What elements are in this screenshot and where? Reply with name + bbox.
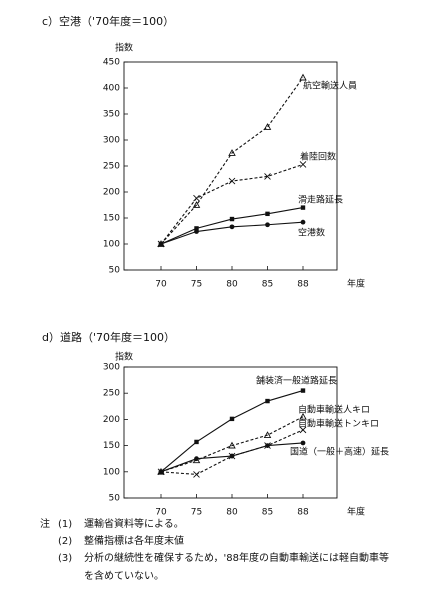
marker: [192, 201, 201, 208]
marker: [229, 216, 235, 222]
marker: [265, 211, 270, 217]
x-axis-label: 年度: [347, 278, 365, 290]
chart-title: d）道路（'70年度＝100）: [42, 330, 175, 344]
marker: [158, 241, 164, 247]
note-text: 運輸省資料等による。: [84, 517, 184, 530]
marker: [299, 412, 307, 420]
marker: [299, 73, 307, 81]
marker: [229, 453, 235, 459]
marker: [193, 471, 200, 478]
y-tick-label: 300: [103, 363, 120, 373]
y-tick-label: 250: [103, 389, 120, 399]
note-text: 分析の継続性を確保するため，'88年度の自動車輸送には軽自動車等: [84, 551, 389, 564]
series-label: 舗装済一般道路延長: [256, 375, 337, 387]
y-tick-label: 300: [103, 136, 120, 146]
note-text: を含めていない。: [84, 569, 164, 582]
plot-frame: [123, 366, 338, 499]
series-label: 航空輸送人員: [303, 80, 357, 92]
y-tick-label: 150: [103, 441, 120, 451]
marker: [265, 443, 270, 448]
marker: [265, 222, 270, 228]
marker: [229, 416, 235, 422]
y-tick-label: 200: [103, 415, 120, 425]
series-line: [160, 416, 304, 473]
marker: [263, 431, 272, 438]
y-tick-label: 200: [103, 188, 120, 198]
y-tick-label: 100: [103, 467, 120, 477]
series-line: [160, 77, 304, 245]
series-label: 国道（一般＋高速）延長: [290, 446, 389, 458]
marker: [300, 440, 306, 446]
marker: [300, 388, 306, 393]
marker: [194, 456, 199, 462]
x-tick-label: 85: [262, 280, 273, 290]
x-tick-label: 75: [191, 280, 202, 290]
x-tick-label: 88: [297, 508, 309, 518]
y-tick-label: 50: [109, 266, 121, 276]
marker: [228, 149, 236, 156]
x-tick-label: 80: [226, 280, 238, 290]
y-tick-label: 400: [103, 84, 120, 94]
y-tick-label: 450: [103, 58, 120, 68]
x-tick-label: 70: [155, 508, 167, 518]
marker: [300, 219, 306, 225]
y-axis-label: 指数: [115, 42, 133, 54]
marker: [158, 469, 164, 475]
y-tick-label: 250: [103, 162, 120, 172]
x-tick-label: 75: [191, 508, 202, 518]
marker: [299, 161, 307, 168]
marker: [299, 426, 307, 434]
y-tick-label: 50: [109, 494, 121, 504]
y-tick-label: 150: [103, 214, 120, 224]
marker: [194, 226, 199, 231]
note-number: (1): [58, 519, 72, 530]
chart-title: c）空港（'70年度＝100）: [42, 14, 174, 28]
marker: [300, 205, 306, 210]
notes-label: 注: [40, 517, 50, 530]
marker: [193, 194, 200, 202]
marker: [264, 173, 271, 180]
marker: [194, 439, 199, 445]
series-label: 空港数: [298, 227, 325, 239]
series-label: 着陸回数: [300, 151, 336, 163]
marker: [265, 398, 270, 404]
marker: [263, 123, 272, 130]
y-tick-label: 350: [103, 110, 120, 120]
x-tick-label: 85: [262, 508, 273, 518]
marker: [228, 441, 236, 449]
x-tick-label: 70: [155, 280, 167, 290]
marker: [228, 177, 236, 185]
series-label: 自動車輸送トンキロ: [298, 418, 379, 430]
series-label: 滑走路延長: [298, 194, 343, 206]
note-number: (3): [58, 553, 72, 564]
note-number: (2): [58, 536, 72, 547]
marker: [194, 229, 199, 234]
y-tick-label: 100: [103, 240, 120, 250]
note-text: 整備指標は各年度末値: [84, 534, 184, 547]
series-label: 自動車輸送人キロ: [298, 404, 370, 416]
x-tick-label: 80: [226, 508, 238, 518]
x-tick-label: 88: [297, 280, 309, 290]
marker: [229, 224, 235, 230]
x-axis-label: 年度: [347, 506, 365, 518]
y-axis-label: 指数: [115, 351, 133, 363]
